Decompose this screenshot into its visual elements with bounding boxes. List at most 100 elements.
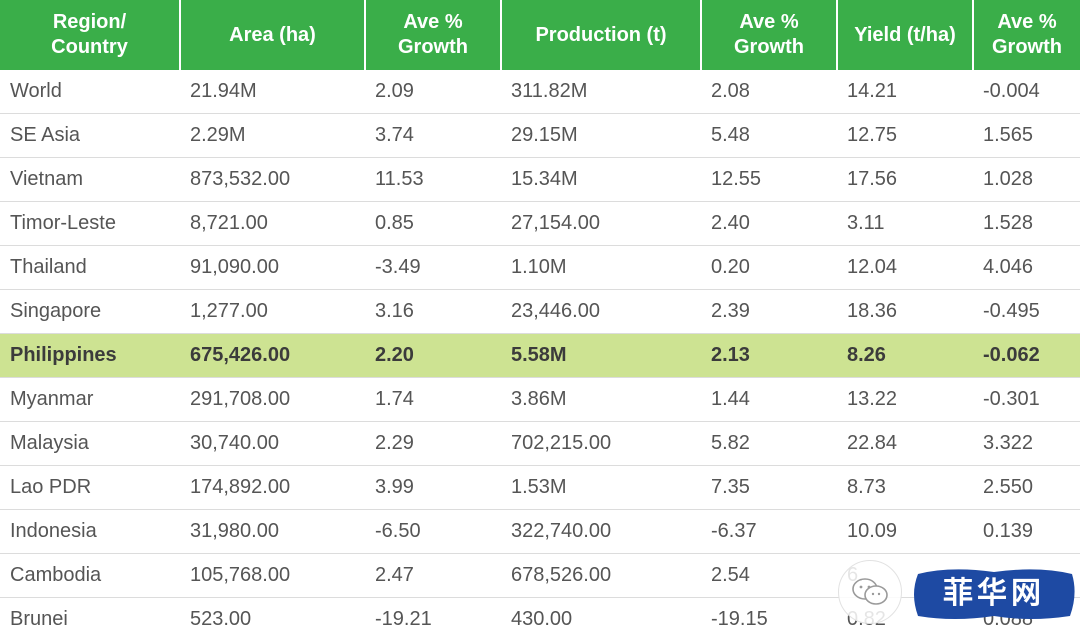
table-row[interactable]: Philippines 675,426.00 2.20 5.58M 2.13 8.26 -0… — [0, 333, 1080, 378]
cell-area: 174,892.00 — [180, 465, 365, 510]
cell-area-growth: 3.74 — [365, 113, 501, 158]
cell-production-growth: 12.55 — [701, 157, 837, 202]
cell-area: 873,532.00 — [180, 157, 365, 202]
table-row[interactable]: Thailand 91,090.00 -3.49 1.10M 0.20 12.04 4.04… — [0, 245, 1080, 290]
table-row[interactable]: Timor-Leste 8,721.00 0.85 27,154.00 2.40 3.11… — [0, 201, 1080, 246]
header-area[interactable]: Area (ha) — [180, 0, 366, 70]
cell-yield-growth — [973, 553, 1080, 598]
cell-production-growth: -6.37 — [701, 509, 837, 554]
table-row[interactable]: SE Asia 2.29M 3.74 29.15M 5.48 12.75 1.565 — [0, 113, 1080, 158]
table-row[interactable]: Lao PDR 174,892.00 3.99 1.53M 7.35 8.73 2.550 — [0, 465, 1080, 510]
cell-yield-growth: 2.550 — [973, 465, 1080, 510]
cell-production-growth: 2.08 — [701, 70, 837, 114]
cell-production: 3.86M — [501, 377, 701, 422]
cell-yield: 14.21 — [837, 70, 973, 114]
table-row[interactable]: Brunei 523.00 -19.21 430.00 -19.15 0.82 0.088 — [0, 597, 1080, 640]
cell-region: SE Asia — [0, 113, 180, 158]
cell-area: 91,090.00 — [180, 245, 365, 290]
cell-yield-growth: 0.088 — [973, 597, 1080, 640]
header-yield[interactable]: Yield (t/ha) — [837, 0, 974, 70]
cell-yield: 0.82 — [837, 597, 973, 640]
cell-area-growth: 2.09 — [365, 70, 501, 114]
cell-yield: 8.26 — [837, 333, 973, 378]
cell-region: Myanmar — [0, 377, 180, 422]
cell-yield-growth: 1.528 — [973, 201, 1080, 246]
header-area-growth[interactable]: Ave % Growth — [365, 0, 502, 70]
header-yield-growth[interactable]: Ave % Growth — [973, 0, 1080, 70]
cell-production: 23,446.00 — [501, 289, 701, 334]
table-row[interactable]: Myanmar 291,708.00 1.74 3.86M 1.44 13.22 -0.30… — [0, 377, 1080, 422]
table-row[interactable]: Vietnam 873,532.00 11.53 15.34M 12.55 17.56 1.… — [0, 157, 1080, 202]
table-row[interactable]: World 21.94M 2.09 311.82M 2.08 14.21 -0.004 — [0, 70, 1080, 114]
cell-area-growth: 2.20 — [365, 333, 501, 378]
table-row[interactable]: Singapore 1,277.00 3.16 23,446.00 2.39 18.36-… — [0, 289, 1080, 334]
cell-yield-growth: 3.322 — [973, 421, 1080, 466]
cell-production: 5.58M — [501, 333, 701, 378]
cell-yield: 12.75 — [837, 113, 973, 158]
cell-yield-growth: 0.139 — [973, 509, 1080, 554]
cell-production-growth: 2.39 — [701, 289, 837, 334]
cell-production-growth: 5.48 — [701, 113, 837, 158]
cell-yield: 8.73 — [837, 465, 973, 510]
cell-area: 523.00 — [180, 597, 365, 640]
cell-region: Indonesia — [0, 509, 180, 554]
cell-yield: 18.36 — [837, 289, 973, 334]
cell-area-growth: 2.47 — [365, 553, 501, 598]
cell-area-growth: 2.29 — [365, 421, 501, 466]
table-header: Region/Country Area (ha) Ave % Growth Pro… — [0, 0, 1080, 70]
header-region-country[interactable]: Region/Country — [0, 0, 181, 70]
cell-area: 1,277.00 — [180, 289, 365, 334]
cell-region: Vietnam — [0, 157, 180, 202]
cell-region: Singapore — [0, 289, 180, 334]
cell-production-growth: 2.54 — [701, 553, 837, 598]
header-production-growth[interactable]: Ave % Growth — [701, 0, 838, 70]
cell-area-growth: -3.49 — [365, 245, 501, 290]
cell-area-growth: 3.16 — [365, 289, 501, 334]
cell-production: 322,740.00 — [501, 509, 701, 554]
cell-yield: 22.84 — [837, 421, 973, 466]
cell-area-growth: -19.21 — [365, 597, 501, 640]
cell-yield: 13.22 — [837, 377, 973, 422]
cell-production: 27,154.00 — [501, 201, 701, 246]
cell-yield: 17.56 — [837, 157, 973, 202]
cell-production: 1.53M — [501, 465, 701, 510]
cell-production-growth: -19.15 — [701, 597, 837, 640]
cell-yield: 6. — [837, 553, 973, 598]
cell-yield-growth: -0.301 — [973, 377, 1080, 422]
cell-area: 31,980.00 — [180, 509, 365, 554]
cell-area: 2.29M — [180, 113, 365, 158]
cell-production: 311.82M — [501, 70, 701, 114]
table-row[interactable]: Malaysia 30,740.00 2.29 702,215.00 5.82 22.84… — [0, 421, 1080, 466]
cell-yield-growth: -0.004 — [973, 70, 1080, 114]
cell-production: 702,215.00 — [501, 421, 701, 466]
cell-area: 291,708.00 — [180, 377, 365, 422]
cell-yield-growth: -0.062 — [973, 333, 1080, 378]
cell-yield-growth: 4.046 — [973, 245, 1080, 290]
header-production[interactable]: Production (t) — [501, 0, 702, 70]
cell-yield: 10.09 — [837, 509, 973, 554]
cell-production: 29.15M — [501, 113, 701, 158]
table-body: World 21.94M 2.09 311.82M 2.08 14.21 -0.004 SE … — [0, 70, 1080, 640]
cell-region: Thailand — [0, 245, 180, 290]
cell-region: Timor-Leste — [0, 201, 180, 246]
cell-production: 678,526.00 — [501, 553, 701, 598]
cell-area-growth: -6.50 — [365, 509, 501, 554]
cell-production-growth: 5.82 — [701, 421, 837, 466]
cell-production-growth: 2.40 — [701, 201, 837, 246]
cell-yield-growth: 1.028 — [973, 157, 1080, 202]
cell-production: 15.34M — [501, 157, 701, 202]
cell-production-growth: 2.13 — [701, 333, 837, 378]
cell-area-growth: 3.99 — [365, 465, 501, 510]
cell-region: World — [0, 70, 180, 114]
cell-production: 1.10M — [501, 245, 701, 290]
cell-region: Brunei — [0, 597, 180, 640]
cell-region: Lao PDR — [0, 465, 180, 510]
cell-area-growth: 1.74 — [365, 377, 501, 422]
cell-yield: 12.04 — [837, 245, 973, 290]
table-row[interactable]: Indonesia 31,980.00 -6.50 322,740.00 -6.37 10… — [0, 509, 1080, 554]
cell-production-growth: 0.20 — [701, 245, 837, 290]
cell-production-growth: 1.44 — [701, 377, 837, 422]
table-row[interactable]: Cambodia 105,768.00 2.47 678,526.00 2.54 6. — [0, 553, 1080, 598]
